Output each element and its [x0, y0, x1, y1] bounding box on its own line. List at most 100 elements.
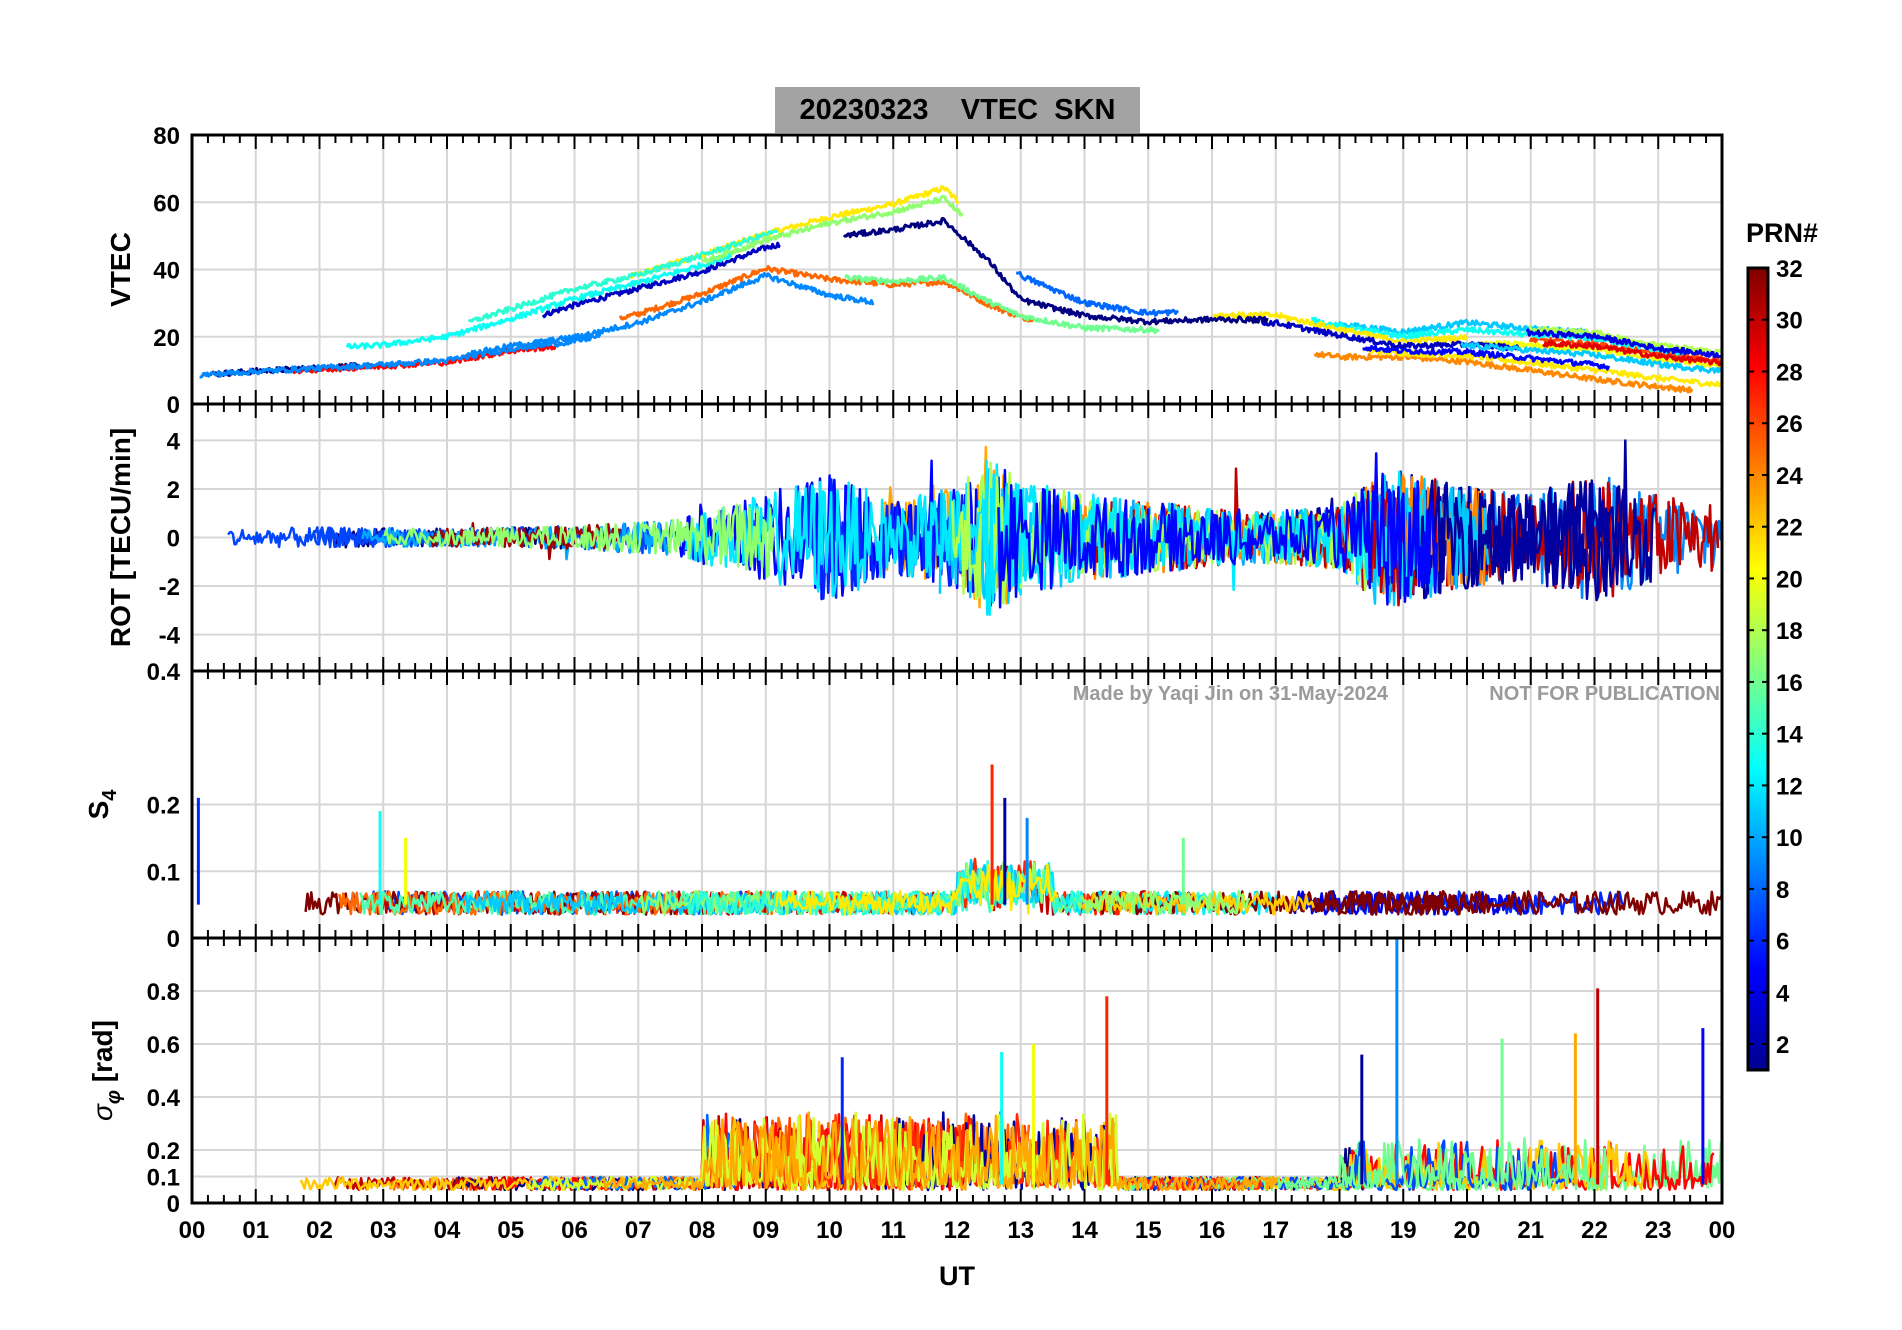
y-tick-label: 0.2 [147, 793, 180, 820]
colorbar-tick-label: 14 [1776, 722, 1803, 749]
colorbar-tick-label: 26 [1776, 411, 1803, 438]
y-tick-label: 0.1 [147, 859, 180, 886]
watermark-author: Made by Yaqi Jin on 31-May-2024 [1073, 683, 1389, 705]
colorbar-tick-label: 22 [1776, 515, 1803, 542]
y-tick-label: 0 [167, 1191, 180, 1218]
x-tick-label: 05 [497, 1217, 524, 1244]
series-prn-2 [1255, 439, 1629, 602]
x-ticks [191, 938, 1723, 1203]
series-prn-24 [1313, 351, 1694, 394]
y-tick-label: 40 [153, 258, 180, 285]
x-tick-label: 23 [1645, 1217, 1672, 1244]
y-tick-label: 4 [167, 428, 181, 455]
y-tick-label: 80 [153, 123, 180, 150]
series-prn-11 [1460, 341, 1722, 374]
series-prn-18 [1528, 325, 1722, 355]
series-prn-16 [844, 274, 1161, 335]
series-prn-14 [467, 229, 779, 323]
y-tick-label: 20 [153, 325, 180, 352]
x-tick-label: 16 [1199, 1217, 1226, 1244]
x-tick-label: 18 [1326, 1217, 1353, 1244]
grid [192, 671, 1722, 938]
traces [199, 185, 1722, 394]
series-prn-32 [1316, 890, 1722, 916]
series-prn-23 [601, 1111, 1279, 1192]
y-axis-label-unit: [rad] [87, 1020, 118, 1090]
x-tick-label: 08 [689, 1217, 716, 1244]
x-tick-label: 17 [1262, 1217, 1289, 1244]
panel-s4: 0 0.1 0.2 0.4 S4 [83, 659, 1724, 953]
title-quantity: VTEC [960, 93, 1039, 126]
x-tick-label: 11 [881, 1217, 906, 1244]
x-tick-label: 21 [1517, 1217, 1544, 1244]
chart-title: 20230323 VTEC SKN [775, 87, 1140, 133]
series-prn-31 [428, 521, 621, 561]
x-tick-label: 15 [1135, 1217, 1162, 1244]
x-tick-label: 22 [1581, 1217, 1608, 1244]
y-tick-label: 0 [167, 526, 180, 553]
colorbar-tick-label: 2 [1776, 1032, 1789, 1059]
series-prn-21 [628, 185, 960, 279]
y-tick-label: 0.4 [147, 1085, 181, 1112]
series-prn-1 [842, 217, 1269, 326]
series-prn-4 [1293, 890, 1530, 916]
panel-vtec: 0 20 40 60 80 VTEC [105, 123, 1724, 419]
x-tick-label: 04 [434, 1217, 461, 1244]
colorbar-tick-label: 28 [1776, 359, 1803, 386]
series-prn-2 [1413, 479, 1657, 600]
series-prn-21 [1367, 348, 1722, 388]
x-axis-label: UT [939, 1261, 975, 1291]
colorbar-tick-label: 8 [1776, 877, 1789, 904]
y-tick-label: -4 [159, 623, 181, 650]
series-prn-9 [199, 332, 602, 379]
y-tick-label: 0.2 [147, 1138, 180, 1165]
series-prn-13 [345, 252, 733, 350]
x-tick-label: 14 [1071, 1217, 1098, 1244]
series-prn-21 [774, 863, 1059, 916]
x-tick-label: 00 [179, 1217, 206, 1244]
y-tick-label: 2 [167, 477, 180, 504]
colorbar-tick-label: 12 [1776, 773, 1803, 800]
x-tick-label: 12 [944, 1217, 971, 1244]
colorbar-tick-label: 4 [1776, 980, 1790, 1007]
y-axis-label-subscript: 4 [99, 789, 121, 801]
series-prn-5 [997, 452, 1439, 609]
x-tick-label: 01 [242, 1217, 269, 1244]
colorbar-tick-label: 30 [1776, 308, 1803, 335]
panel-rot: -4 -2 0 2 4 ROT [TECU/min] [105, 402, 1724, 673]
series-prn-17 [638, 861, 1251, 916]
watermark-notice: NOT FOR PUBLICATION [1489, 683, 1720, 705]
x-tick-label: 02 [306, 1217, 333, 1244]
x-tick-label: 03 [370, 1217, 397, 1244]
x-tick-label: 20 [1454, 1217, 1481, 1244]
x-tick-label: 19 [1390, 1217, 1417, 1244]
colorbar-tick-label: 10 [1776, 825, 1803, 852]
colorbar-tick-label: 20 [1776, 566, 1803, 593]
series-prn-21 [1212, 311, 1468, 345]
x-tick-labels: 00 01 02 03 04 05 06 07 08 09 10 11 12 13 14 15 16 17 18 19… [179, 1217, 1736, 1244]
colorbar-tick-label: 18 [1776, 618, 1803, 645]
traces [227, 439, 1722, 616]
y-tick-label: 0.8 [147, 979, 180, 1006]
series-prn-8 [1015, 271, 1180, 317]
series-prn-22 [1075, 890, 1315, 916]
series-prn-29 [1542, 339, 1722, 367]
colorbar-tick-label: 16 [1776, 670, 1803, 697]
x-tick-label: 00 [1709, 1217, 1736, 1244]
colorbar-tick-label: 24 [1776, 463, 1803, 490]
x-tick-label: 07 [625, 1217, 652, 1244]
series-prn-4 [1525, 328, 1722, 359]
x-tick-label: 13 [1007, 1217, 1034, 1244]
colorbar-gradient [1746, 266, 1770, 1072]
series-prn-14 [686, 865, 1083, 916]
y-tick-label: 0.1 [147, 1165, 180, 1192]
series-prn-17 [383, 503, 775, 579]
y-tick-label: 0.4 [147, 659, 181, 686]
traces [196, 764, 1722, 916]
colorbar-tick-label: 6 [1776, 929, 1789, 956]
y-axis-label-phi: φ [103, 1090, 125, 1104]
y-tick-label: 0.6 [147, 1032, 180, 1059]
